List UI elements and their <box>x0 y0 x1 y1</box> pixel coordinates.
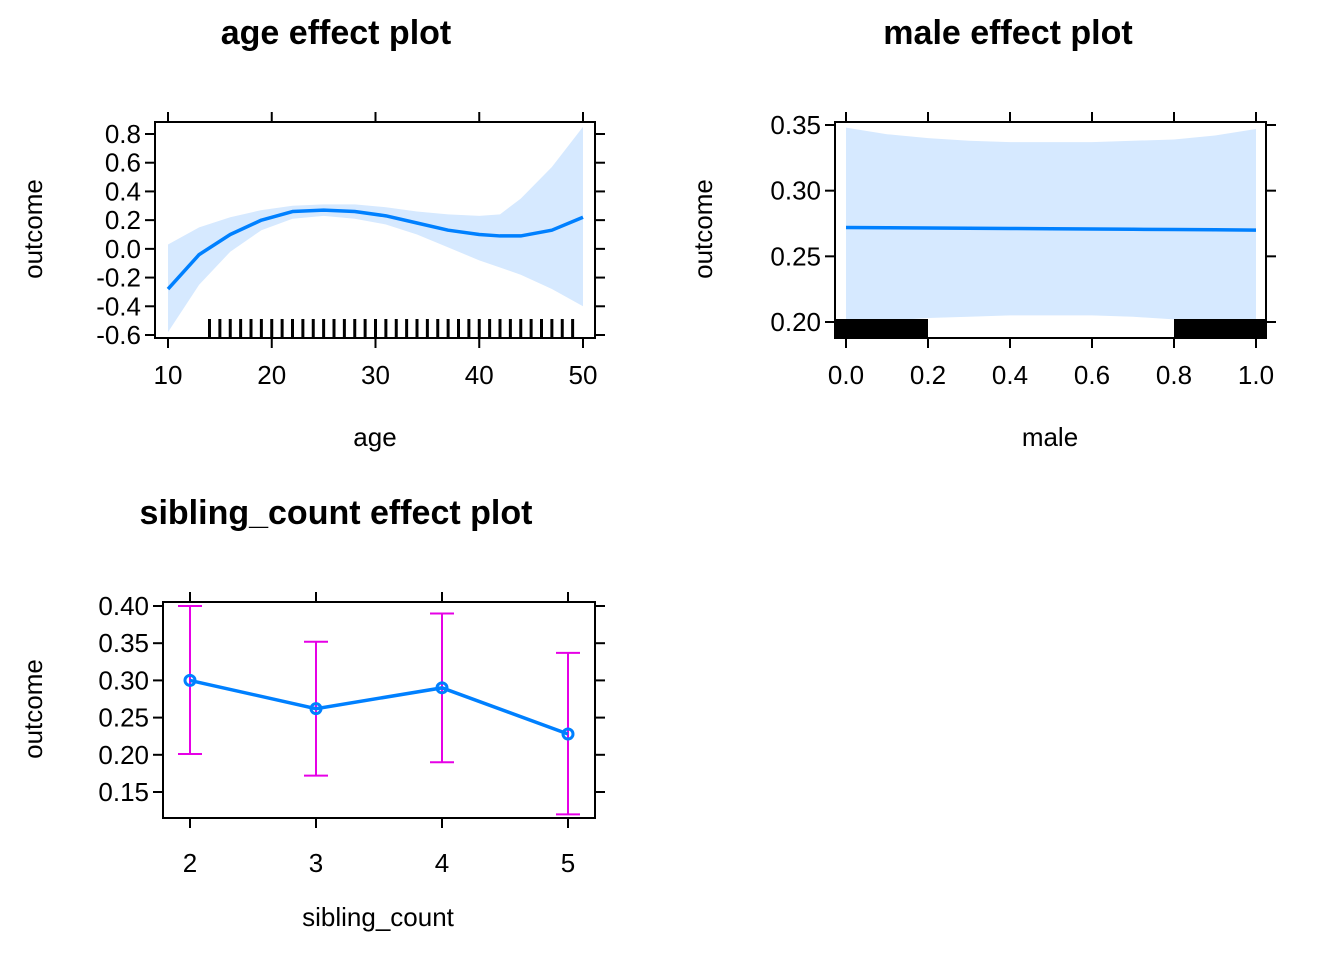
sibling-count-y-tick-label: 0.20 <box>98 740 149 770</box>
male-rug-block <box>835 319 928 338</box>
male-x-tick-label: 0.2 <box>910 360 946 390</box>
male-y-tick-label: 0.30 <box>770 176 821 206</box>
sibling-count-point <box>183 673 197 687</box>
age-x-tick-label: 10 <box>154 360 183 390</box>
sibling-count-effect-panel: sibling_count effect plot sibling_count … <box>18 494 605 932</box>
sibling-count-y-tick-label: 0.15 <box>98 777 149 807</box>
male-plot-title: male effect plot <box>883 14 1132 52</box>
sibling-count-y-tick-label: 0.35 <box>98 628 149 658</box>
sibling-count-x-tick-label: 3 <box>309 848 323 878</box>
male-rug-block <box>1174 319 1266 338</box>
age-y-tick-label: 0.2 <box>105 205 141 235</box>
age-y-tick-label: 0.0 <box>105 234 141 264</box>
male-x-tick-label: 0.8 <box>1156 360 1192 390</box>
age-plot-title: age effect plot <box>221 14 451 52</box>
male-y-tick-label: 0.35 <box>770 110 821 140</box>
male-y-tick-label: 0.25 <box>770 241 821 271</box>
male-x-tick-label: 0.6 <box>1074 360 1110 390</box>
age-x-tick-label: 30 <box>361 360 390 390</box>
male-x-tick-label: 0.0 <box>828 360 864 390</box>
sibling-count-effect-line <box>189 678 569 736</box>
age-y-tick-label: 0.8 <box>105 119 141 149</box>
male-x-tick-label: 1.0 <box>1238 360 1274 390</box>
age-effect-panel: age effect plot age outcome 10 20 30 40 50 -0… <box>18 14 605 452</box>
male-frame <box>834 121 1267 339</box>
age-confidence-band <box>168 126 583 333</box>
age-y-tick-label: -0.2 <box>96 263 141 293</box>
male-effect-line <box>845 225 1257 232</box>
sibling-count-point <box>309 702 323 716</box>
age-y-tick-label: -0.6 <box>96 320 141 350</box>
sibling-count-y-tick-label: 0.40 <box>98 591 149 621</box>
age-y-tick-label: -0.4 <box>96 291 141 321</box>
sibling-count-frame <box>162 601 596 819</box>
age-effect-line <box>166 208 584 291</box>
male-x-tick-label: 0.4 <box>992 360 1028 390</box>
age-x-tick-label: 40 <box>465 360 494 390</box>
male-x-axis-label: male <box>1022 422 1078 452</box>
sibling-count-x-tick-label: 5 <box>561 848 575 878</box>
male-y-axis-label: outcome <box>688 179 718 279</box>
sibling-count-point <box>435 681 449 695</box>
sibling-count-y-tick-label: 0.25 <box>98 703 149 733</box>
sibling-count-x-tick-label: 4 <box>435 848 449 878</box>
sibling-count-plot-title: sibling_count effect plot <box>140 494 533 532</box>
sibling-count-y-tick-label: 0.30 <box>98 665 149 695</box>
age-y-tick-label: 0.6 <box>105 148 141 178</box>
sibling-count-point <box>561 727 575 741</box>
age-y-axis-label: outcome <box>18 179 48 279</box>
sibling-count-y-axis-label: outcome <box>18 659 48 759</box>
age-x-tick-label: 50 <box>569 360 598 390</box>
sibling-count-x-axis-label: sibling_count <box>302 902 455 932</box>
age-x-tick-label: 20 <box>257 360 286 390</box>
male-effect-panel: male effect plot male outcome 0.0 0.2 0.4 0… <box>688 14 1276 452</box>
age-x-axis-label: age <box>353 422 396 452</box>
age-y-tick-label: 0.4 <box>105 176 141 206</box>
sibling-count-x-tick-label: 2 <box>183 848 197 878</box>
male-y-tick-label: 0.20 <box>770 307 821 337</box>
